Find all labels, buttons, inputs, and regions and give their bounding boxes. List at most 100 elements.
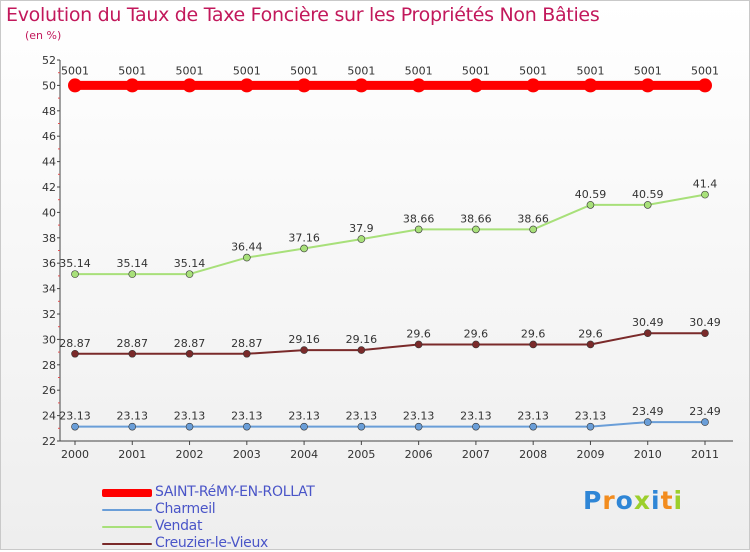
x-tick-label: 2011 (691, 448, 719, 461)
y-tick-label: 24 (42, 410, 56, 423)
data-point-creuzier-le-vieux (472, 340, 480, 349)
data-label-saint-r-my-en-rollat: 5001 (118, 64, 146, 77)
data-point-vendat (472, 225, 480, 234)
data-label-charmeil: 23.13 (517, 410, 549, 423)
legend-label: Vendat (155, 518, 203, 534)
y-tick-label: 28 (42, 359, 56, 372)
y-tick-label: 26 (42, 384, 56, 397)
data-label-charmeil: 23.13 (231, 410, 263, 423)
data-label-vendat: 38.66 (460, 212, 492, 225)
data-label-creuzier-le-vieux: 30.49 (632, 316, 664, 329)
data-label-charmeil: 23.13 (403, 410, 435, 423)
data-label-charmeil: 23.13 (460, 410, 492, 423)
data-label-saint-r-my-en-rollat: 5001 (519, 64, 547, 77)
data-label-vendat: 41.4 (693, 178, 718, 191)
data-point-creuzier-le-vieux (357, 346, 366, 354)
chart-title: Evolution du Taux de Taxe Foncière sur l… (6, 4, 600, 26)
y-tick-label: 50 (42, 79, 56, 92)
legend-swatch (102, 488, 152, 497)
x-tick-label: 2010 (634, 448, 662, 461)
data-label-creuzier-le-vieux: 30.49 (689, 316, 721, 329)
x-tick-label: 2005 (347, 448, 375, 461)
y-tick-label: 44 (42, 156, 56, 169)
data-point-charmeil (71, 422, 79, 431)
series-line-charmeil (74, 421, 706, 428)
y-tick-label: 36 (42, 257, 56, 270)
logo-letter: r (602, 486, 616, 515)
data-label-saint-r-my-en-rollat: 5001 (462, 64, 490, 77)
data-label-saint-r-my-en-rollat: 5001 (290, 64, 318, 77)
data-point-vendat (586, 201, 595, 209)
data-point-charmeil (300, 422, 308, 431)
y-tick-label: 40 (42, 206, 56, 219)
legend-label: SAINT-RéMY-EN-ROLLAT (155, 484, 315, 500)
series-line-creuzier-le-vieux (74, 332, 706, 355)
data-point-charmeil (472, 422, 480, 431)
logo-letter: P (583, 486, 603, 515)
data-point-creuzier-le-vieux (414, 340, 423, 349)
y-axis-unit-label: (en %) (25, 29, 62, 42)
data-label-vendat: 36.44 (231, 241, 263, 254)
data-label-vendat: 35.14 (174, 257, 206, 270)
data-label-charmeil: 23.49 (689, 405, 721, 418)
legend-label: Creuzier-le-Vieux (155, 535, 269, 551)
data-point-charmeil (357, 422, 366, 431)
data-label-creuzier-le-vieux: 29.6 (521, 327, 546, 340)
data-label-vendat: 40.59 (575, 188, 607, 201)
x-tick-label: 2008 (519, 448, 547, 461)
x-tick-label: 2009 (576, 448, 604, 461)
data-point-saint-r-my-en-rollat (68, 78, 82, 93)
data-label-vendat: 38.66 (517, 212, 549, 225)
data-point-charmeil (243, 422, 251, 431)
data-point-vendat (185, 270, 194, 278)
data-label-creuzier-le-vieux: 28.87 (59, 337, 91, 350)
legend-swatch (102, 525, 152, 528)
data-point-saint-r-my-en-rollat (640, 78, 655, 93)
data-label-creuzier-le-vieux: 29.6 (406, 327, 431, 340)
data-label-charmeil: 23.49 (632, 405, 664, 418)
data-label-creuzier-le-vieux: 29.6 (464, 327, 489, 340)
data-point-creuzier-le-vieux (243, 349, 251, 358)
data-point-creuzier-le-vieux (586, 340, 595, 349)
data-point-vendat (529, 225, 537, 234)
logo-letter: i (673, 486, 684, 515)
y-tick-label: 52 (42, 54, 56, 67)
logo-letter: x (633, 486, 651, 515)
data-point-saint-r-my-en-rollat (354, 78, 369, 93)
data-point-vendat (643, 201, 652, 209)
y-tick-label: 34 (42, 283, 56, 296)
y-tick-label: 46 (42, 130, 56, 143)
data-point-creuzier-le-vieux (701, 329, 709, 337)
series-line-vendat (74, 193, 706, 276)
y-tick-label: 30 (42, 333, 56, 346)
data-point-creuzier-le-vieux (185, 349, 194, 358)
logo-letter: i (651, 486, 661, 515)
data-label-creuzier-le-vieux: 28.87 (117, 337, 149, 350)
data-point-vendat (357, 235, 366, 243)
y-tick-label: 22 (42, 435, 56, 448)
logo-letter: t (660, 486, 674, 515)
data-point-charmeil (128, 422, 137, 431)
data-label-saint-r-my-en-rollat: 5001 (405, 64, 433, 77)
y-tick-label: 48 (42, 105, 56, 118)
data-label-charmeil: 23.13 (59, 410, 91, 423)
data-label-charmeil: 23.13 (288, 410, 320, 423)
data-label-saint-r-my-en-rollat: 5001 (634, 64, 662, 77)
data-label-creuzier-le-vieux: 28.87 (231, 337, 263, 350)
data-label-vendat: 35.14 (117, 257, 149, 270)
x-tick-label: 2000 (61, 448, 89, 461)
data-label-saint-r-my-en-rollat: 5001 (347, 64, 375, 77)
data-point-creuzier-le-vieux (71, 349, 79, 358)
data-point-vendat (701, 190, 709, 199)
data-label-charmeil: 23.13 (117, 410, 149, 423)
y-tick-label: 32 (42, 308, 56, 321)
y-tick-label: 42 (42, 181, 56, 194)
data-point-charmeil (185, 422, 194, 431)
data-label-creuzier-le-vieux: 29.16 (288, 333, 320, 346)
data-point-vendat (300, 244, 308, 253)
data-label-vendat: 40.59 (632, 188, 664, 201)
data-point-saint-r-my-en-rollat (698, 78, 712, 93)
data-point-vendat (414, 225, 423, 234)
data-point-vendat (71, 270, 79, 278)
